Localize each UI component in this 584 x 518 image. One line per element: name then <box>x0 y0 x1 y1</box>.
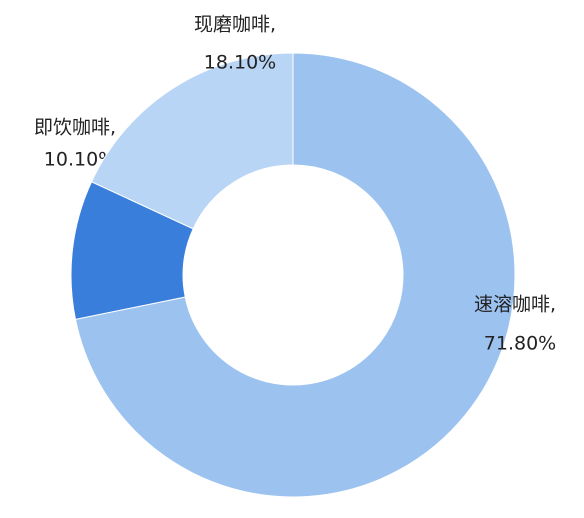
slice-label: 即饮咖啡, <box>34 117 116 139</box>
slice-value: 71.80% <box>484 333 556 355</box>
donut-slice <box>90 52 294 230</box>
donut-slice <box>74 52 516 498</box>
slice-value: 10.10% <box>44 149 116 171</box>
slice-value: 18.10% <box>204 52 276 74</box>
slice-label: 现磨咖啡, <box>194 14 276 36</box>
slice-label: 速溶咖啡, <box>474 294 556 316</box>
